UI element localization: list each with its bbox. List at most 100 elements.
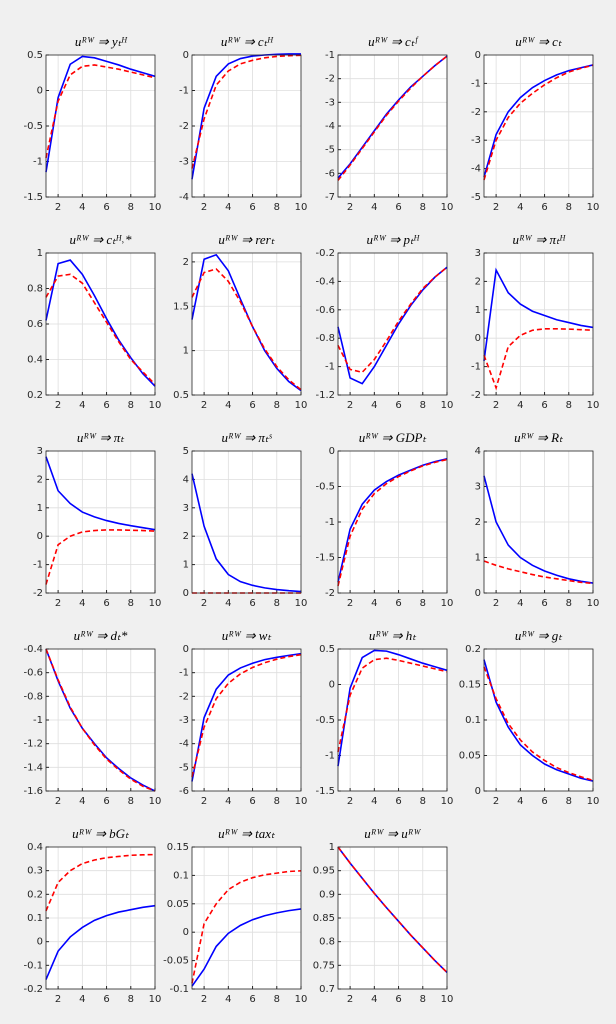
- series-line: [45, 529, 156, 585]
- y-tick-label: -2: [325, 588, 335, 599]
- x-tick-label: 2: [201, 796, 207, 807]
- y-tick-label: -5: [471, 192, 481, 203]
- y-tick-label: -0.1: [169, 984, 189, 995]
- x-tick-label: 8: [128, 994, 134, 1005]
- x-tick-label: 2: [493, 598, 499, 609]
- y-tick-label: 0: [475, 50, 481, 61]
- x-tick-label: 10: [149, 598, 162, 609]
- x-tick-label: 10: [587, 400, 600, 411]
- y-tick-label: 0.1: [173, 870, 189, 881]
- series-line: [337, 458, 448, 587]
- x-tick-label: 2: [347, 796, 353, 807]
- y-tick-label: -1: [471, 362, 481, 373]
- series-line: [337, 55, 448, 181]
- x-tick-label: 4: [517, 796, 523, 807]
- y-tick-label: -2: [471, 107, 481, 118]
- x-tick-label: 10: [295, 202, 308, 213]
- y-tick-label: -1: [33, 715, 43, 726]
- y-tick-label: 0.1: [27, 913, 43, 924]
- x-tick-label: 8: [128, 400, 134, 411]
- y-tick-label: 2: [183, 257, 189, 268]
- axes-frame: [337, 450, 448, 594]
- y-tick-label: 0: [183, 644, 189, 655]
- axes-frame: [483, 252, 594, 396]
- x-tick-label: 6: [395, 598, 401, 609]
- x-tick-label: 6: [541, 202, 547, 213]
- x-tick-label: 10: [295, 400, 308, 411]
- chart-title: uᴿᵂ ⇒ cₜᴴ˒*: [69, 232, 132, 247]
- y-tick-label: 0: [475, 588, 481, 599]
- series-line: [337, 649, 448, 767]
- x-tick-label: 4: [371, 202, 377, 213]
- x-tick-label: 4: [79, 598, 85, 609]
- axes-frame: [483, 450, 594, 594]
- series-line: [483, 659, 594, 782]
- y-tick-label: 0.8: [27, 284, 43, 295]
- x-tick-label: 4: [371, 400, 377, 411]
- series-line: [45, 55, 156, 173]
- y-tick-label: -0.8: [315, 333, 335, 344]
- y-tick-label: -4: [179, 739, 189, 750]
- series-line: [337, 846, 448, 974]
- axes-frame: [45, 54, 156, 198]
- y-tick-label: 0.8: [319, 937, 335, 948]
- y-tick-label: 1: [475, 553, 481, 564]
- x-tick-label: 8: [274, 202, 280, 213]
- chart-title: uᴿᵂ ⇒ uᴿᵂ: [364, 826, 421, 841]
- x-tick-label: 10: [295, 598, 308, 609]
- y-tick-label: -1: [179, 86, 189, 97]
- series-line: [191, 908, 302, 987]
- x-tick-label: 2: [347, 994, 353, 1005]
- y-tick-label: 3: [475, 482, 481, 493]
- x-tick-label: 6: [541, 796, 547, 807]
- chart-title: uᴿᵂ ⇒ hₜ: [369, 628, 417, 643]
- y-tick-label: 0.7: [319, 984, 335, 995]
- y-tick-label: 5: [183, 446, 189, 457]
- y-tick-label: -6: [179, 786, 189, 797]
- y-tick-label: 0: [37, 937, 43, 948]
- y-tick-label: -0.4: [315, 276, 335, 287]
- x-tick-label: 10: [441, 202, 454, 213]
- x-tick-label: 2: [201, 598, 207, 609]
- axes-frame: [191, 648, 302, 792]
- x-tick-label: 8: [420, 796, 426, 807]
- y-tick-label: 3: [475, 248, 481, 259]
- chart-title: uᴿᵂ ⇒ gₜ: [515, 628, 563, 643]
- y-tick-label: -7: [325, 192, 335, 203]
- axes-frame: [191, 846, 302, 990]
- x-tick-label: 4: [225, 400, 231, 411]
- x-tick-label: 10: [441, 400, 454, 411]
- x-tick-label: 4: [225, 994, 231, 1005]
- y-tick-label: 0: [475, 333, 481, 344]
- series-line: [191, 652, 302, 782]
- y-tick-label: -3: [179, 715, 189, 726]
- x-tick-label: 8: [274, 598, 280, 609]
- y-tick-label: -3: [325, 97, 335, 108]
- plot-area: [192, 451, 301, 593]
- series-line: [45, 259, 156, 387]
- series-line: [337, 657, 448, 753]
- y-tick-label: 0.85: [313, 913, 335, 924]
- y-tick-label: -1: [33, 157, 43, 168]
- plot-area: [192, 847, 301, 989]
- x-tick-label: 8: [128, 202, 134, 213]
- x-tick-label: 2: [55, 400, 61, 411]
- y-tick-label: -2: [325, 74, 335, 85]
- y-tick-label: 0.6: [27, 319, 43, 330]
- x-tick-label: 6: [103, 598, 109, 609]
- y-tick-label: 2: [183, 531, 189, 542]
- y-tick-label: -1: [471, 78, 481, 89]
- x-tick-label: 8: [128, 598, 134, 609]
- y-tick-label: 0.5: [319, 644, 335, 655]
- x-tick-label: 2: [55, 796, 61, 807]
- axes-frame: [483, 54, 594, 198]
- y-tick-label: 0: [183, 50, 189, 61]
- x-tick-label: 4: [79, 400, 85, 411]
- y-tick-label: -2: [471, 390, 481, 401]
- y-tick-label: -0.1: [23, 960, 43, 971]
- y-tick-label: -1.5: [315, 786, 335, 797]
- y-tick-label: 0: [183, 588, 189, 599]
- x-tick-label: 2: [55, 202, 61, 213]
